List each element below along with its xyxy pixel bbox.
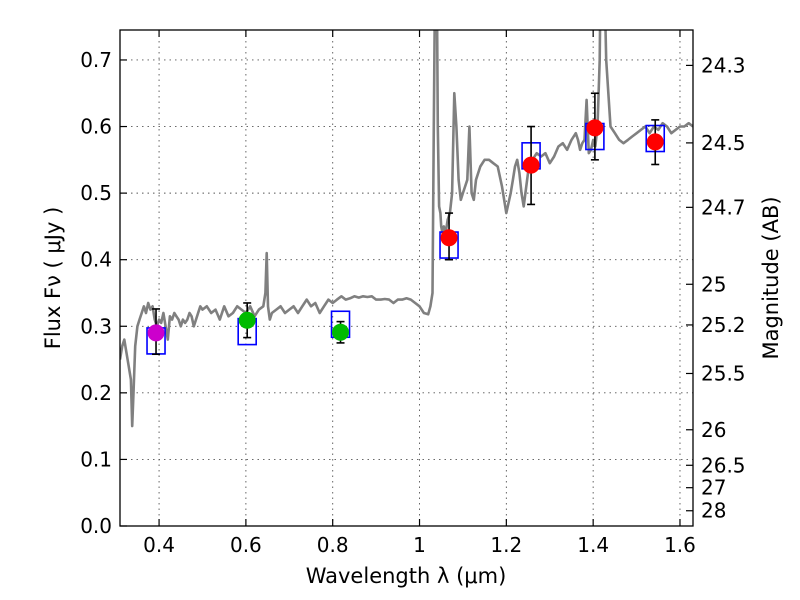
y-tick-label: 0.1 — [80, 447, 112, 471]
data-point-green — [332, 323, 350, 341]
plot-frame — [119, 29, 694, 527]
x-tick-label: 1.2 — [490, 533, 522, 557]
y-tick-label: 0.0 — [80, 514, 112, 538]
right-tick-label: 25.5 — [701, 361, 746, 385]
spectrum-line — [120, 30, 693, 428]
y-tick-label: 0.4 — [80, 248, 112, 272]
x-tick-label: 1 — [413, 533, 426, 557]
data-point-green — [238, 311, 256, 329]
x-tick-label: 0.8 — [317, 533, 349, 557]
data-point-red — [440, 229, 458, 247]
y-tick-label: 0.7 — [80, 48, 112, 72]
right-tick-label: 24.3 — [701, 53, 746, 77]
x-tick-label: 1.6 — [664, 533, 696, 557]
x-axis-label: Wavelength λ (μm) — [306, 564, 507, 588]
y-tick-label: 0.3 — [80, 314, 112, 338]
x-tick-label: 0.4 — [143, 533, 175, 557]
y-axis-label: Flux Fν ( μJy ) — [41, 207, 65, 350]
right-tick-label: 26 — [701, 418, 726, 442]
ticks — [120, 30, 693, 527]
y-tick-label: 0.5 — [80, 181, 112, 205]
right-tick-label: 28 — [701, 499, 726, 523]
y-tick-label: 0.6 — [80, 115, 112, 139]
right-axis-label: Magnitude (AB) — [759, 196, 783, 359]
plot-area — [120, 30, 693, 428]
right-tick-label: 26.5 — [701, 453, 746, 477]
tick-labels: 0.4 0.6 0.8 1 1.2 1.4 1.6 0.0 0.1 0.2 0.3 0.4 0.5 0.6… — [80, 48, 745, 557]
data-point-purple — [147, 324, 165, 342]
right-tick-label: 24.5 — [701, 131, 746, 155]
right-tick-label: 25.2 — [701, 313, 746, 337]
data-point-red — [522, 156, 540, 174]
right-tick-label: 27 — [701, 476, 726, 500]
x-tick-label: 0.6 — [230, 533, 262, 557]
right-tick-label: 25 — [701, 272, 726, 296]
data-point-red — [646, 133, 664, 151]
data-point-red — [586, 119, 604, 137]
right-tick-label: 24.7 — [701, 195, 746, 219]
y-tick-label: 0.2 — [80, 381, 112, 405]
x-tick-label: 1.4 — [577, 533, 609, 557]
